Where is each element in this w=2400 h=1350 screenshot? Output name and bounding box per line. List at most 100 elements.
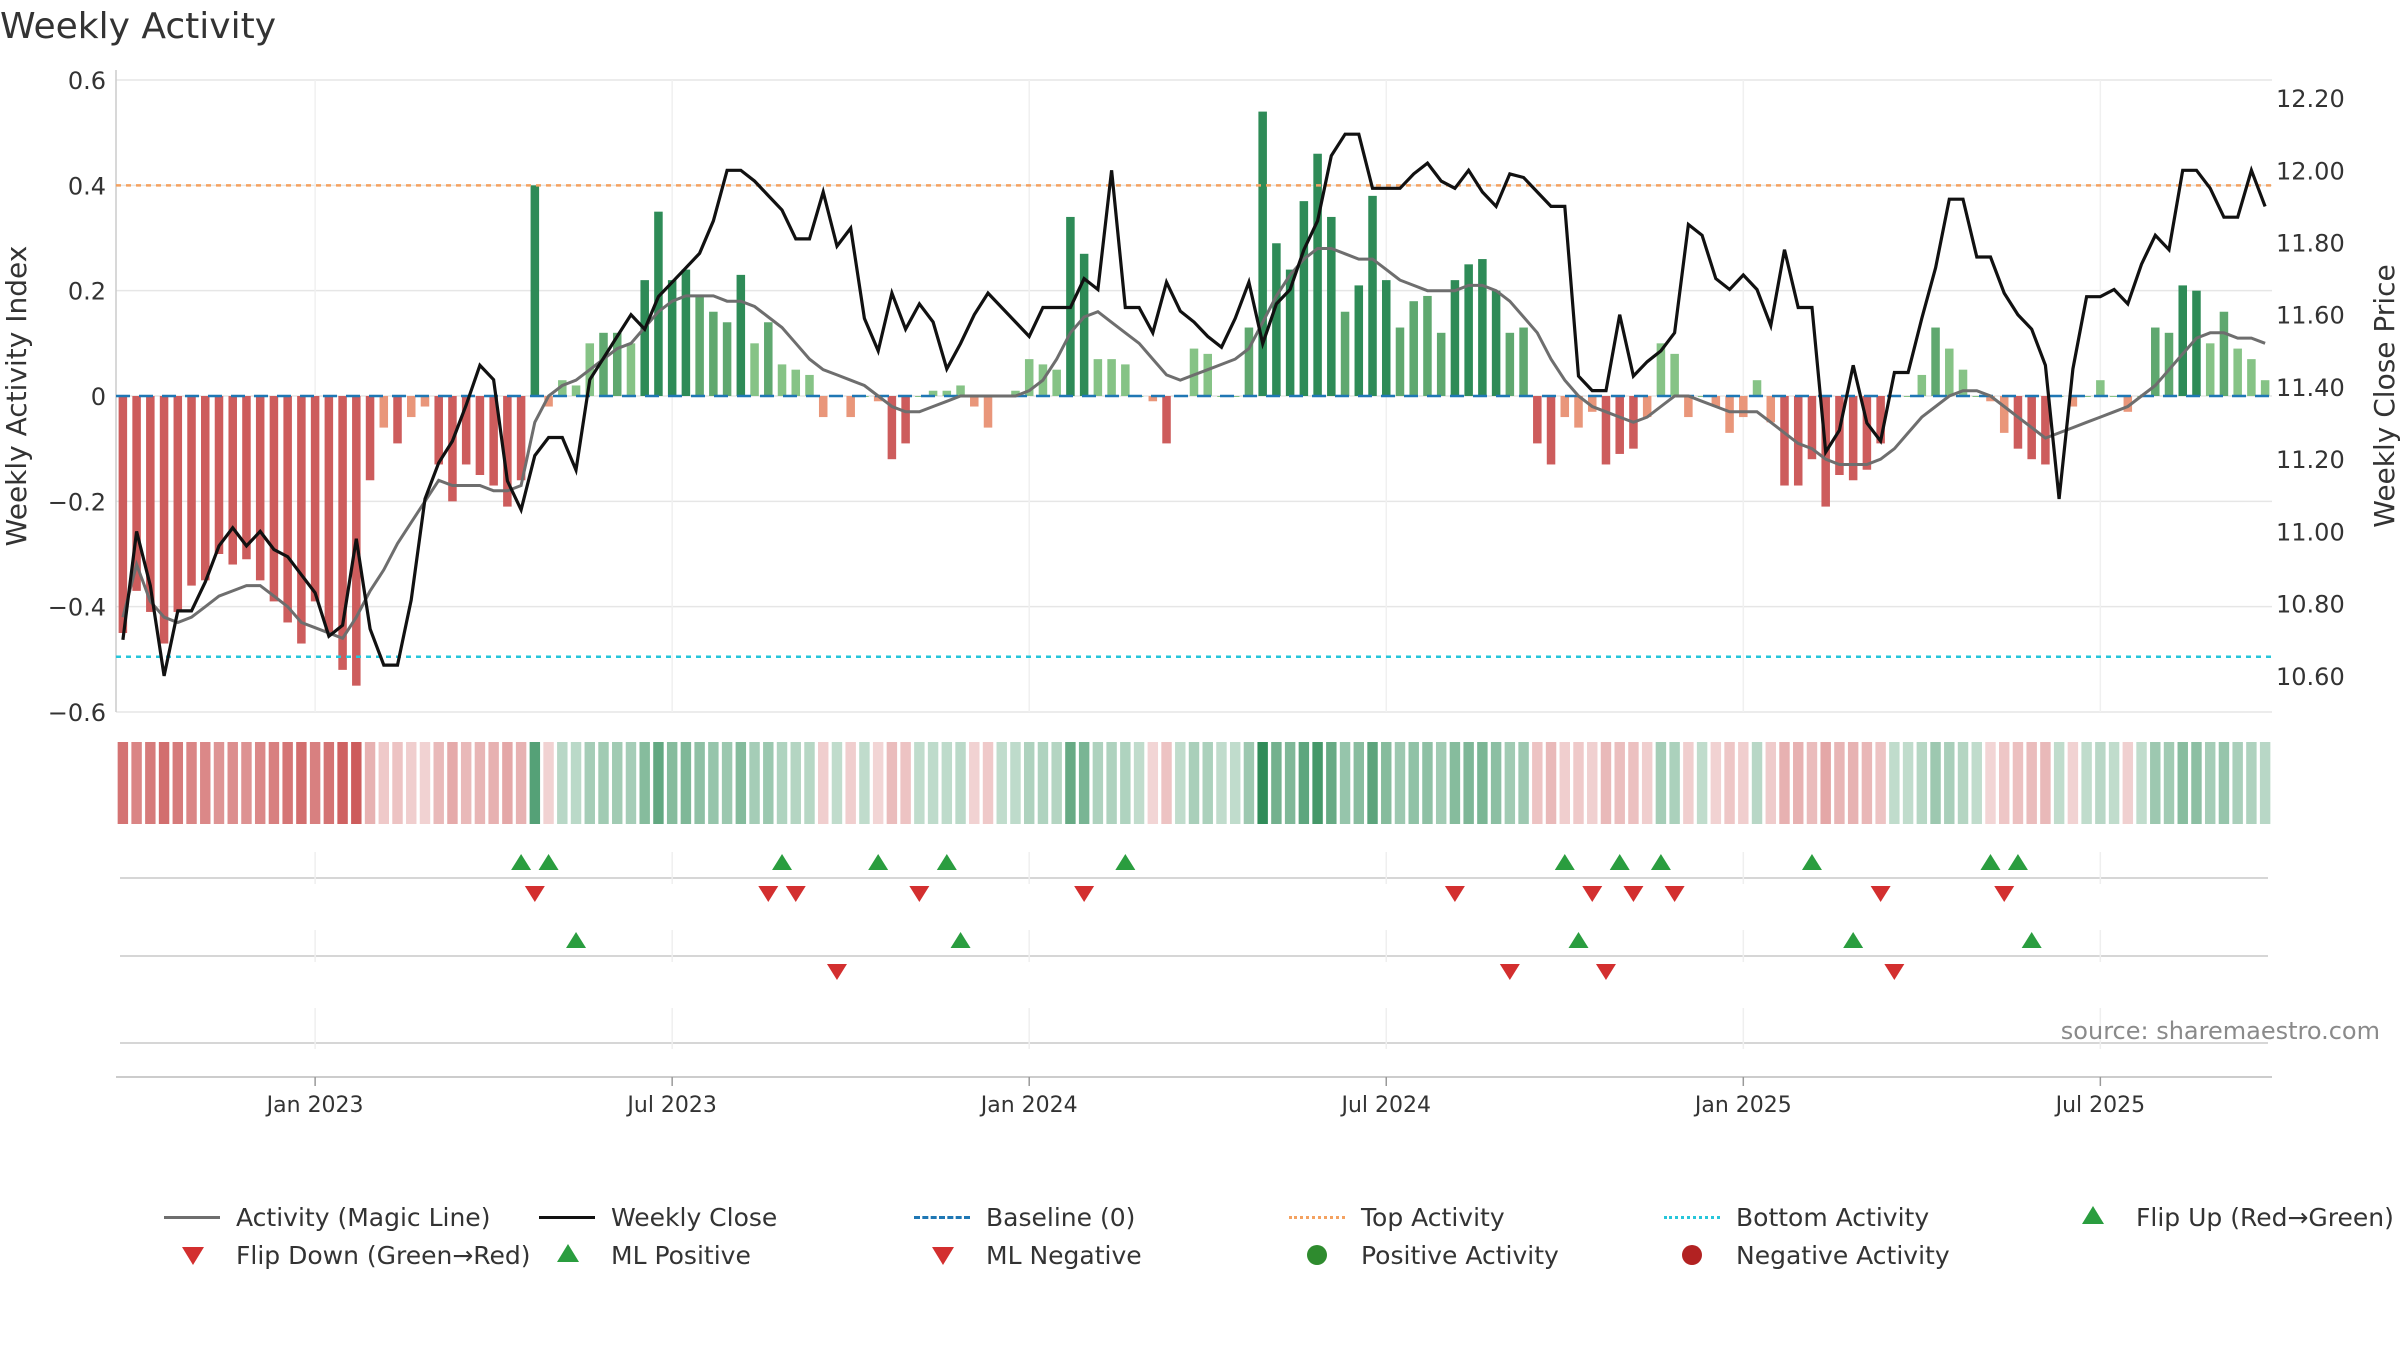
activity-bar xyxy=(2219,311,2229,396)
legend-label: Activity (Magic Line) xyxy=(236,1202,491,1232)
flip-up-marker xyxy=(772,854,793,870)
heat-cell xyxy=(1271,742,1282,824)
activity-bar xyxy=(1107,359,1116,396)
legend-swatch xyxy=(1285,1202,1349,1232)
triangle-up-icon xyxy=(557,1244,579,1262)
y-left-axis-title: Weekly Activity Index xyxy=(0,246,33,547)
heat-cell xyxy=(254,742,266,824)
activity-bar xyxy=(255,396,265,581)
heat-cell xyxy=(996,742,1007,824)
activity-bar xyxy=(1052,369,1061,396)
heat-cell xyxy=(1394,742,1406,824)
activity-bar xyxy=(503,396,512,507)
legend-swatch xyxy=(910,1240,974,1270)
y-left-tick-label: −0.2 xyxy=(48,488,106,516)
legend-item: Baseline (0) xyxy=(910,1200,1135,1234)
heat-cell xyxy=(145,742,156,824)
heat-cell xyxy=(1834,742,1845,824)
activity-bar xyxy=(1574,396,1583,428)
activity-bar xyxy=(2233,348,2242,396)
heat-cell xyxy=(1779,742,1790,824)
heat-cell xyxy=(378,742,390,824)
heat-cell xyxy=(982,742,994,824)
ml-negative-marker xyxy=(1595,964,1616,980)
heat-cell xyxy=(172,742,184,824)
activity-bar xyxy=(928,390,938,396)
heat-cell xyxy=(1806,742,1818,824)
activity-bar xyxy=(612,332,622,396)
heat-cell xyxy=(2095,742,2106,824)
y-left-tick-label: 0.2 xyxy=(68,278,106,306)
heat-cell xyxy=(790,742,801,824)
activity-bar xyxy=(1244,327,1254,396)
activity-bar xyxy=(1999,396,2009,433)
heat-cell xyxy=(1944,742,1955,824)
heat-cell xyxy=(1051,742,1062,824)
activity-bar xyxy=(791,369,801,396)
heat-cell xyxy=(2232,742,2243,824)
activity-bar xyxy=(448,396,457,502)
legend-item: ML Positive xyxy=(535,1238,751,1272)
activity-bar xyxy=(2068,396,2078,407)
heat-cell xyxy=(474,742,486,824)
heat-cell xyxy=(1971,742,1982,824)
heat-cell xyxy=(776,742,788,824)
activity-bar xyxy=(214,396,224,554)
ml-positive-marker xyxy=(1843,932,1864,948)
heat-cell xyxy=(653,742,664,824)
y-right-tick-label: 11.00 xyxy=(2276,518,2345,546)
y-right-axis-title: Weekly Close Price xyxy=(2368,264,2400,527)
legend-item: Bottom Activity xyxy=(1660,1200,1929,1234)
activity-bar xyxy=(1945,348,1954,396)
activity-bar xyxy=(695,295,704,396)
activity-bar xyxy=(475,396,485,475)
activity-bar xyxy=(818,396,828,418)
heat-cell xyxy=(1655,742,1667,824)
heat-cell xyxy=(1504,742,1516,824)
activity-bar xyxy=(2260,380,2270,396)
heat-cell xyxy=(323,742,335,824)
activity-bar xyxy=(1395,327,1405,396)
activity-bar xyxy=(846,396,855,418)
activity-bar xyxy=(1656,343,1666,396)
activity-bar xyxy=(709,311,718,396)
heat-cell xyxy=(763,742,774,824)
activity-bar xyxy=(365,396,375,481)
heat-cell xyxy=(1161,742,1172,824)
heat-cell xyxy=(570,742,582,824)
heat-cell xyxy=(2150,742,2161,824)
heat-cell xyxy=(117,742,129,824)
flip-down-marker xyxy=(785,886,806,902)
flip-down-marker xyxy=(909,886,930,902)
activity-bar xyxy=(1986,396,1995,402)
activity-bar xyxy=(1931,327,1940,396)
activity-bar xyxy=(118,396,128,633)
activity-bar xyxy=(983,396,993,428)
legend-label: ML Positive xyxy=(611,1240,751,1270)
x-tick-label: Jan 2025 xyxy=(1693,1093,1792,1118)
legend-swatch xyxy=(1285,1240,1349,1270)
activity-bar xyxy=(1464,264,1473,396)
activity-bar xyxy=(887,396,897,460)
heat-cell xyxy=(804,742,815,824)
activity-bar xyxy=(283,396,292,623)
y-right-tick-label: 12.20 xyxy=(2276,85,2345,113)
heat-cell xyxy=(268,742,280,824)
heat-cell xyxy=(1738,742,1749,824)
activity-bar xyxy=(1560,396,1570,418)
legend-swatch xyxy=(1660,1202,1724,1232)
flip-up-marker xyxy=(1980,854,2001,870)
heat-cell xyxy=(1326,742,1337,824)
x-tick-label: Jan 2023 xyxy=(265,1093,364,1118)
triangle-up-icon xyxy=(2082,1206,2104,1224)
activity-bar xyxy=(1327,216,1336,396)
legend-item: Top Activity xyxy=(1285,1200,1505,1234)
heat-cell xyxy=(708,742,719,824)
activity-bar xyxy=(722,322,732,396)
activity-bar xyxy=(1862,396,1872,470)
activity-bar xyxy=(461,396,471,465)
legend-item: Positive Activity xyxy=(1285,1238,1559,1272)
legend-item: Activity (Magic Line) xyxy=(160,1200,490,1234)
heat-cell xyxy=(872,742,884,824)
activity-bar xyxy=(1546,396,1556,465)
